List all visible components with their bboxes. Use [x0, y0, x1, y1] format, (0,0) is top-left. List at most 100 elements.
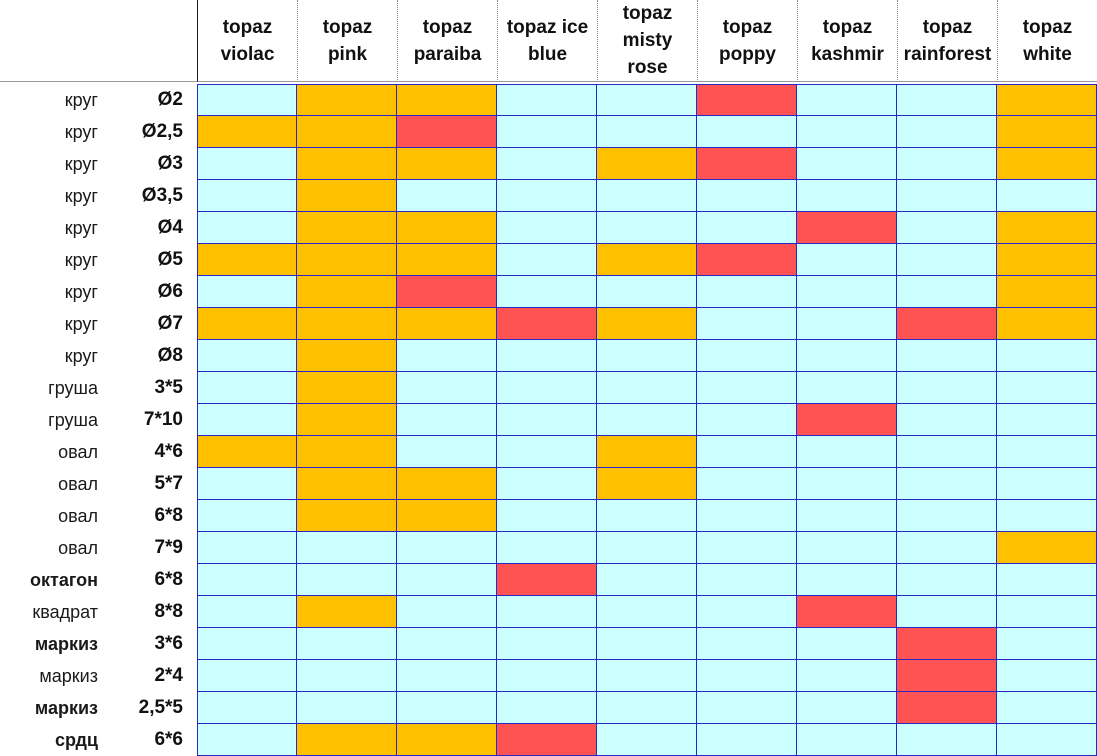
stock-cell[interactable] [897, 468, 997, 500]
stock-cell[interactable] [897, 244, 997, 276]
stock-cell[interactable] [597, 724, 697, 756]
stock-cell[interactable] [497, 180, 597, 212]
stock-cell[interactable] [197, 276, 297, 308]
stock-cell[interactable] [797, 244, 897, 276]
size-label[interactable]: 2*4 [154, 665, 183, 686]
stock-cell[interactable] [797, 84, 897, 116]
stock-cell[interactable] [897, 436, 997, 468]
size-label[interactable]: 3*5 [154, 377, 183, 398]
stock-cell[interactable] [197, 660, 297, 692]
stock-cell[interactable] [397, 244, 497, 276]
stock-cell[interactable] [497, 148, 597, 180]
stock-cell[interactable] [997, 244, 1097, 276]
size-label[interactable]: 3*6 [154, 633, 183, 654]
column-header[interactable]: topaz kashmir [797, 0, 897, 82]
stock-cell[interactable] [597, 596, 697, 628]
stock-cell[interactable] [797, 148, 897, 180]
stock-cell[interactable] [597, 660, 697, 692]
stock-cell[interactable] [497, 532, 597, 564]
stock-cell[interactable] [597, 628, 697, 660]
stock-cell[interactable] [797, 180, 897, 212]
stock-cell[interactable] [497, 468, 597, 500]
stock-cell[interactable] [997, 276, 1097, 308]
stock-cell[interactable] [897, 340, 997, 372]
stock-cell[interactable] [797, 692, 897, 724]
stock-cell[interactable] [997, 84, 1097, 116]
column-header[interactable]: topaz paraiba [397, 0, 497, 82]
stock-cell[interactable] [897, 308, 997, 340]
stock-cell[interactable] [297, 532, 397, 564]
stock-cell[interactable] [997, 308, 1097, 340]
stock-cell[interactable] [397, 628, 497, 660]
stock-cell[interactable] [397, 532, 497, 564]
stock-cell[interactable] [397, 180, 497, 212]
stock-cell[interactable] [997, 596, 1097, 628]
shape-label[interactable]: круг [64, 122, 98, 142]
stock-cell[interactable] [397, 84, 497, 116]
shape-label[interactable]: круг [64, 154, 98, 174]
stock-cell[interactable] [597, 372, 697, 404]
stock-cell[interactable] [397, 340, 497, 372]
stock-cell[interactable] [997, 532, 1097, 564]
stock-cell[interactable] [897, 596, 997, 628]
stock-cell[interactable] [997, 628, 1097, 660]
stock-cell[interactable] [897, 660, 997, 692]
stock-cell[interactable] [797, 276, 897, 308]
column-header[interactable]: topaz poppy [697, 0, 797, 82]
stock-cell[interactable] [597, 276, 697, 308]
stock-cell[interactable] [997, 724, 1097, 756]
stock-cell[interactable] [697, 180, 797, 212]
shape-label[interactable]: круг [64, 90, 98, 110]
stock-cell[interactable] [897, 148, 997, 180]
size-label[interactable]: Ø2 [157, 89, 183, 110]
stock-cell[interactable] [897, 628, 997, 660]
stock-cell[interactable] [797, 532, 897, 564]
stock-cell[interactable] [797, 468, 897, 500]
stock-cell[interactable] [697, 692, 797, 724]
stock-cell[interactable] [697, 116, 797, 148]
stock-cell[interactable] [797, 308, 897, 340]
stock-cell[interactable] [197, 84, 297, 116]
stock-cell[interactable] [597, 148, 697, 180]
stock-cell[interactable] [297, 308, 397, 340]
stock-cell[interactable] [497, 692, 597, 724]
stock-cell[interactable] [697, 724, 797, 756]
shape-label[interactable]: круг [64, 282, 98, 302]
stock-cell[interactable] [397, 692, 497, 724]
column-header[interactable]: topaz violac [197, 0, 297, 82]
stock-cell[interactable] [997, 436, 1097, 468]
stock-cell[interactable] [397, 468, 497, 500]
stock-cell[interactable] [197, 180, 297, 212]
stock-cell[interactable] [497, 212, 597, 244]
stock-cell[interactable] [497, 340, 597, 372]
shape-label[interactable]: круг [64, 186, 98, 206]
stock-cell[interactable] [497, 436, 597, 468]
stock-cell[interactable] [197, 244, 297, 276]
stock-cell[interactable] [997, 148, 1097, 180]
stock-cell[interactable] [697, 276, 797, 308]
stock-cell[interactable] [197, 500, 297, 532]
stock-cell[interactable] [697, 148, 797, 180]
stock-cell[interactable] [597, 436, 697, 468]
stock-cell[interactable] [897, 116, 997, 148]
stock-cell[interactable] [797, 372, 897, 404]
stock-cell[interactable] [197, 404, 297, 436]
stock-cell[interactable] [397, 404, 497, 436]
stock-cell[interactable] [397, 660, 497, 692]
shape-label[interactable]: октагон [30, 570, 98, 590]
shape-label[interactable]: маркиз [39, 666, 98, 686]
stock-cell[interactable] [997, 340, 1097, 372]
stock-cell[interactable] [297, 180, 397, 212]
size-label[interactable]: Ø6 [157, 281, 183, 302]
stock-cell[interactable] [897, 276, 997, 308]
stock-cell[interactable] [697, 372, 797, 404]
stock-cell[interactable] [697, 532, 797, 564]
stock-cell[interactable] [497, 500, 597, 532]
stock-cell[interactable] [197, 532, 297, 564]
stock-cell[interactable] [697, 436, 797, 468]
stock-cell[interactable] [497, 308, 597, 340]
shape-label[interactable]: груша [48, 410, 98, 430]
column-header[interactable]: topaz rainforest [897, 0, 997, 82]
stock-cell[interactable] [897, 692, 997, 724]
shape-label[interactable]: овал [58, 506, 98, 526]
